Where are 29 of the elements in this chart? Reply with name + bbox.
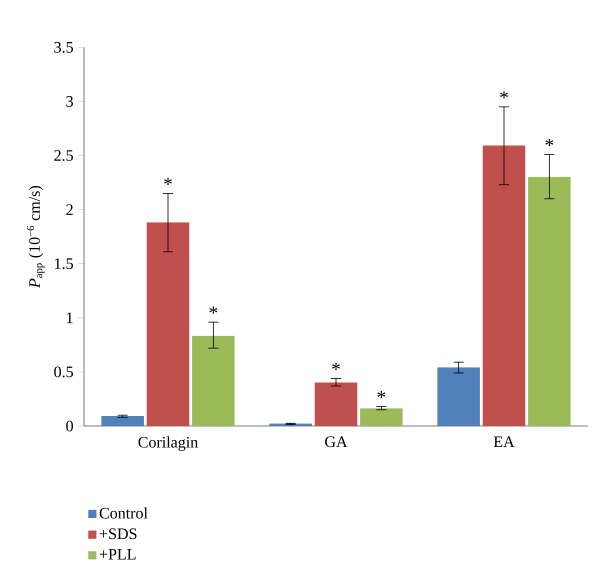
bar [146, 222, 190, 426]
x-tick-label: Corilagin [138, 436, 198, 451]
bar [482, 146, 526, 426]
data-label: * [500, 91, 508, 98]
data-label: * [546, 138, 554, 146]
bar [314, 382, 358, 426]
y-tick-label: 2 [66, 204, 73, 215]
y-tick-label: 1.5 [55, 258, 73, 270]
legend-label: +SDS [100, 528, 136, 540]
bar [360, 408, 403, 426]
y-tick-label: 0.5 [54, 366, 73, 378]
legend-label: Control [100, 507, 148, 519]
data-label: * [378, 391, 386, 398]
y-tick-label: 3 [66, 96, 73, 107]
data-label: * [210, 306, 218, 314]
bar [192, 336, 235, 426]
y-tick-label: 3.5 [54, 42, 73, 53]
x-tick-label: GA [325, 436, 348, 448]
bar [437, 367, 480, 426]
y-tick-label: 0 [66, 420, 73, 432]
data-label: * [164, 178, 172, 185]
data-label: * [332, 362, 340, 370]
bar [528, 176, 571, 426]
x-tick-label: EA [494, 436, 515, 447]
bar [101, 416, 144, 426]
y-tick-label: 2.5 [54, 150, 73, 161]
legend-label: +PLL [100, 549, 136, 560]
y-tick-label: 1 [67, 312, 73, 324]
y-axis-title: P$_{app}$ (10$^{−6}$ cm/s) [26, 186, 44, 288]
